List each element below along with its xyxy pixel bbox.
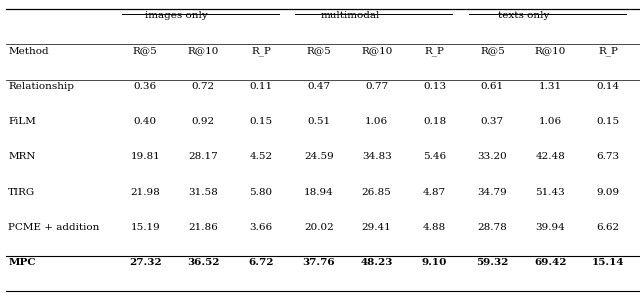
Text: 15.19: 15.19 <box>131 223 160 232</box>
Text: 3.66: 3.66 <box>250 223 273 232</box>
Text: R_P: R_P <box>251 47 271 56</box>
Text: 21.98: 21.98 <box>131 188 160 197</box>
Text: 0.40: 0.40 <box>134 117 157 126</box>
Text: 28.78: 28.78 <box>477 223 508 232</box>
Text: R@5: R@5 <box>307 47 331 56</box>
Text: R@10: R@10 <box>188 47 219 56</box>
Text: 0.36: 0.36 <box>134 82 157 91</box>
Text: 20.02: 20.02 <box>304 223 333 232</box>
Text: FiLM: FiLM <box>8 117 36 126</box>
Text: 26.85: 26.85 <box>362 188 392 197</box>
Text: 0.15: 0.15 <box>596 117 620 126</box>
Text: R_P: R_P <box>598 47 618 56</box>
Text: Method: Method <box>8 47 49 56</box>
Text: 37.76: 37.76 <box>303 258 335 267</box>
Text: 0.18: 0.18 <box>423 117 446 126</box>
Text: 9.09: 9.09 <box>596 188 620 197</box>
Text: 0.77: 0.77 <box>365 82 388 91</box>
Text: images only: images only <box>145 11 208 20</box>
Text: 69.42: 69.42 <box>534 258 566 267</box>
Text: 48.23: 48.23 <box>360 258 393 267</box>
Text: texts only: texts only <box>499 11 550 20</box>
Text: 5.80: 5.80 <box>250 188 273 197</box>
Text: 9.10: 9.10 <box>422 258 447 267</box>
Text: 21.86: 21.86 <box>188 223 218 232</box>
Text: 0.47: 0.47 <box>307 82 330 91</box>
Text: 5.46: 5.46 <box>423 152 446 161</box>
Text: 42.48: 42.48 <box>536 152 565 161</box>
Text: R@5: R@5 <box>480 47 505 56</box>
Text: 4.88: 4.88 <box>423 223 446 232</box>
Text: 36.52: 36.52 <box>187 258 220 267</box>
Text: 34.79: 34.79 <box>477 188 508 197</box>
Text: 18.94: 18.94 <box>304 188 333 197</box>
Text: TIRG: TIRG <box>8 188 36 197</box>
Text: R@10: R@10 <box>534 47 566 56</box>
Text: 33.20: 33.20 <box>477 152 508 161</box>
Text: 51.43: 51.43 <box>536 188 565 197</box>
Text: 1.31: 1.31 <box>539 82 562 91</box>
Text: 1.06: 1.06 <box>365 117 388 126</box>
Text: MPC: MPC <box>8 258 36 267</box>
Text: 39.94: 39.94 <box>536 223 565 232</box>
Text: 29.41: 29.41 <box>362 223 392 232</box>
Text: 0.51: 0.51 <box>307 117 330 126</box>
Text: 24.59: 24.59 <box>304 152 333 161</box>
Text: 0.72: 0.72 <box>191 82 214 91</box>
Text: 0.37: 0.37 <box>481 117 504 126</box>
Text: 27.32: 27.32 <box>129 258 161 267</box>
Text: 6.72: 6.72 <box>248 258 274 267</box>
Text: 0.14: 0.14 <box>596 82 620 91</box>
Text: Relationship: Relationship <box>8 82 74 91</box>
Text: 15.14: 15.14 <box>592 258 625 267</box>
Text: 0.92: 0.92 <box>191 117 214 126</box>
Text: 6.62: 6.62 <box>596 223 620 232</box>
Text: 19.81: 19.81 <box>131 152 160 161</box>
Text: 0.11: 0.11 <box>250 82 273 91</box>
Text: R_P: R_P <box>424 47 444 56</box>
Text: MRN: MRN <box>8 152 36 161</box>
Text: PCME + addition: PCME + addition <box>8 223 100 232</box>
Text: 4.87: 4.87 <box>423 188 446 197</box>
Text: 0.61: 0.61 <box>481 82 504 91</box>
Text: 6.73: 6.73 <box>596 152 620 161</box>
Text: R@10: R@10 <box>361 47 392 56</box>
Text: 34.83: 34.83 <box>362 152 392 161</box>
Text: 59.32: 59.32 <box>476 258 509 267</box>
Text: 1.06: 1.06 <box>539 117 562 126</box>
Text: 0.15: 0.15 <box>250 117 273 126</box>
Text: 31.58: 31.58 <box>188 188 218 197</box>
Text: multimodal: multimodal <box>321 11 380 20</box>
Text: 0.13: 0.13 <box>423 82 446 91</box>
Text: 28.17: 28.17 <box>188 152 218 161</box>
Text: 4.52: 4.52 <box>250 152 273 161</box>
Text: R@5: R@5 <box>133 47 157 56</box>
